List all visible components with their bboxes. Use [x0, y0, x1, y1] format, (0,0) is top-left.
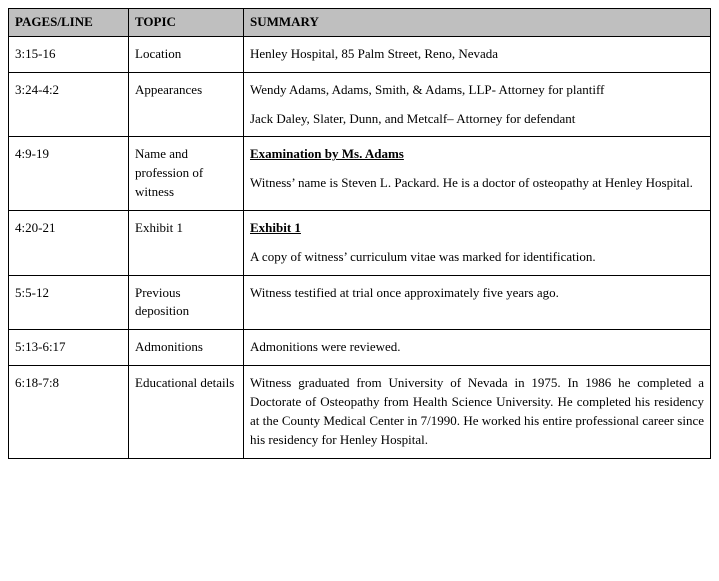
- table-row: 3:24-4:2Appearances Wendy Adams, Adams, S…: [9, 72, 711, 137]
- table-row: 6:18-7:8Educational detailsWitness gradu…: [9, 366, 711, 458]
- cell-summary: Henley Hospital, 85 Palm Street, Reno, N…: [244, 36, 711, 72]
- cell-pages-line: 4:9-19: [9, 137, 129, 211]
- cell-summary: Exhibit 1 A copy of witness’ curriculum v…: [244, 210, 711, 275]
- summary-paragraph: Admonitions were reviewed.: [250, 338, 704, 357]
- summary-paragraph: Jack Daley, Slater, Dunn, and Metcalf– A…: [250, 110, 704, 129]
- summary-paragraph: Witness testified at trial once approxim…: [250, 284, 704, 303]
- table-header: PAGES/LINE TOPIC SUMMARY: [9, 9, 711, 37]
- col-header-topic: TOPIC: [129, 9, 244, 37]
- table-row: 4:9-19Name and profession of witnessExam…: [9, 137, 711, 211]
- summary-heading: Exhibit 1: [250, 219, 704, 238]
- table-row: 4:20-21Exhibit 1Exhibit 1A copy of witne…: [9, 210, 711, 275]
- col-header-summary: SUMMARY: [244, 9, 711, 37]
- cell-pages-line: 3:24-4:2: [9, 72, 129, 137]
- cell-topic: Appearances: [129, 72, 244, 137]
- summary-paragraph: Witness’ name is Steven L. Packard. He i…: [250, 174, 704, 193]
- cell-summary: Witness testified at trial once approxim…: [244, 275, 711, 330]
- cell-summary: Admonitions were reviewed.: [244, 330, 711, 366]
- cell-summary: Wendy Adams, Adams, Smith, & Adams, LLP-…: [244, 72, 711, 137]
- cell-topic: Name and profession of witness: [129, 137, 244, 211]
- table-row: 3:15-16Location Henley Hospital, 85 Palm …: [9, 36, 711, 72]
- cell-summary: Examination by Ms. Adams Witness’ name is…: [244, 137, 711, 211]
- cell-topic: Previous deposition: [129, 275, 244, 330]
- cell-topic: Admonitions: [129, 330, 244, 366]
- summary-paragraph: A copy of witness’ curriculum vitae was …: [250, 248, 704, 267]
- deposition-summary-table: PAGES/LINE TOPIC SUMMARY 3:15-16Location…: [8, 8, 711, 459]
- cell-pages-line: 5:13-6:17: [9, 330, 129, 366]
- col-header-pages: PAGES/LINE: [9, 9, 129, 37]
- cell-pages-line: 6:18-7:8: [9, 366, 129, 458]
- summary-paragraph: Witness graduated from University of Nev…: [250, 374, 704, 449]
- table-row: 5:5-12Previous deposition Witness testifi…: [9, 275, 711, 330]
- summary-paragraph: Henley Hospital, 85 Palm Street, Reno, N…: [250, 45, 704, 64]
- table-row: 5:13-6:17Admonitions Admonitions were rev…: [9, 330, 711, 366]
- summary-heading: Examination by Ms. Adams: [250, 145, 704, 164]
- cell-topic: Location: [129, 36, 244, 72]
- cell-pages-line: 5:5-12: [9, 275, 129, 330]
- cell-pages-line: 4:20-21: [9, 210, 129, 275]
- cell-summary: Witness graduated from University of Nev…: [244, 366, 711, 458]
- table-body: 3:15-16Location Henley Hospital, 85 Palm …: [9, 36, 711, 458]
- cell-topic: Exhibit 1: [129, 210, 244, 275]
- summary-paragraph: Wendy Adams, Adams, Smith, & Adams, LLP-…: [250, 81, 704, 100]
- cell-topic: Educational details: [129, 366, 244, 458]
- cell-pages-line: 3:15-16: [9, 36, 129, 72]
